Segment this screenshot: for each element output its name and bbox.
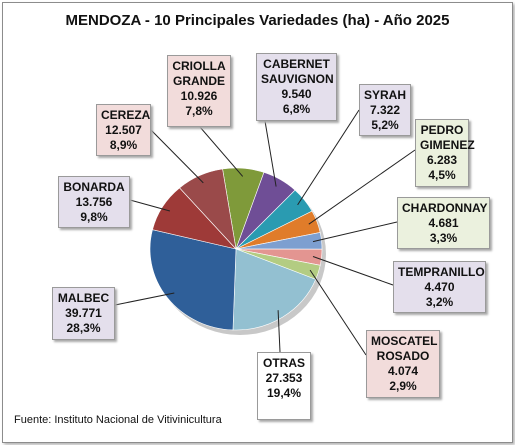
pie-slice-cereza <box>179 168 237 250</box>
slice-label-name: SYRAH <box>364 88 407 102</box>
slice-label-percent: 19,4% <box>266 386 302 400</box>
slice-label-chardonnay: CHARDONNAY 4.681 3,3% <box>397 197 490 249</box>
leader-line-cereza <box>150 129 204 184</box>
leader-line-malbec <box>114 292 175 306</box>
slice-label-name: SAUVIGNON <box>261 72 334 86</box>
slice-label-name: GIMENEZ <box>420 138 475 152</box>
slice-label-otras: OTRAS 27.353 19,4% <box>257 352 311 420</box>
slice-label-bonarda: BONARDA 13.756 9,8% <box>58 176 130 228</box>
leader-line-chardonnay <box>312 221 398 243</box>
slice-label-percent: 6,8% <box>282 102 311 116</box>
slice-label-name: CABERNET <box>263 57 330 71</box>
slice-label-value: 12.507 <box>105 123 142 137</box>
slice-label-percent: 3,3% <box>429 231 458 245</box>
slice-label-percent: 5,2% <box>371 118 399 132</box>
slice-label-name: MALBEC <box>57 291 110 305</box>
pie-slice-otras <box>232 248 317 331</box>
slice-label-pedro-gimenez: PEDRO GIMENEZ 6.283 4,5% <box>415 119 475 187</box>
slice-label-value: 39.771 <box>65 306 102 320</box>
slice-label-value: 10.926 <box>180 89 218 103</box>
slice-label-name: CHARDONNAY <box>402 201 488 215</box>
leader-line-syrah <box>297 109 360 206</box>
slice-label-name: TEMPRANILLO <box>398 265 485 279</box>
leader-line-bonarda <box>129 199 171 212</box>
slice-label-value: 6.283 <box>426 153 458 167</box>
slice-label-criolla-grande: CRIOLLA GRANDE 10.926 7,8% <box>167 55 231 127</box>
leader-line-criolla-grande <box>199 126 244 177</box>
slice-label-name: CRIOLLA <box>172 59 226 73</box>
source-note: Fuente: Instituto Nacional de Vitivinicu… <box>14 414 222 426</box>
slice-label-value: 9.540 <box>281 87 312 101</box>
slice-label-percent: 28,3% <box>66 321 101 335</box>
slice-label-name: CEREZA <box>101 108 151 122</box>
slice-label-value: 27.353 <box>265 371 303 385</box>
slice-label-percent: 8,9% <box>109 138 138 152</box>
leader-line-tempranillo <box>312 256 394 286</box>
slice-label-tempranillo: TEMPRANILLO 4.470 3,2% <box>393 261 486 313</box>
slice-label-cabernet-sauvignon: CABERNET SAUVIGNON 9.540 6,8% <box>256 53 337 121</box>
slice-label-syrah: SYRAH 7.322 5,2% <box>359 84 411 136</box>
chart-title: MENDOZA - 10 Principales Variedades (ha)… <box>65 12 450 29</box>
leader-line-pedro-gimenez <box>308 149 416 225</box>
slice-label-name: OTRAS <box>263 356 305 370</box>
slice-label-percent: 3,2% <box>425 295 454 309</box>
slice-label-name: BONARDA <box>63 180 125 194</box>
slice-label-name: MOSCATEL <box>371 334 438 348</box>
slice-label-value: 7.322 <box>369 103 401 117</box>
slice-label-value: 13.756 <box>75 195 113 209</box>
leader-line-otras <box>277 310 281 353</box>
leader-line-cabernet-sauvignon <box>264 120 277 187</box>
pie-slice-malbec <box>149 229 237 331</box>
slice-label-percent: 9,8% <box>80 210 108 224</box>
slice-label-percent: 7,8% <box>185 104 213 118</box>
slice-label-cereza: CEREZA 12.507 8,9% <box>96 104 151 156</box>
slice-label-malbec: MALBEC 39.771 28,3% <box>52 287 115 340</box>
slice-label-name: PEDRO <box>420 123 464 137</box>
slice-label-name: GRANDE <box>172 74 225 88</box>
slice-label-name: ROSADO <box>376 349 430 363</box>
slice-label-value: 4.074 <box>387 364 419 378</box>
slice-label-percent: 4,5% <box>428 168 456 182</box>
slice-label-value: 4.681 <box>428 216 459 230</box>
leader-line-moscatel-rosado <box>309 269 367 356</box>
slice-label-moscatel-rosado: MOSCATEL ROSADO 4.074 2,9% <box>366 330 440 398</box>
slice-label-percent: 2,9% <box>389 379 417 393</box>
slice-label-value: 4.470 <box>424 280 455 294</box>
